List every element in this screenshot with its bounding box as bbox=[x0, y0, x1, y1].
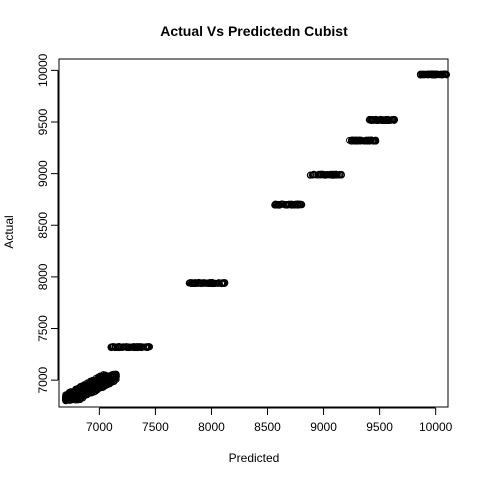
plot-frame bbox=[59, 59, 448, 407]
x-tick-label: 9000 bbox=[310, 420, 337, 434]
y-tick-label: 9500 bbox=[36, 108, 50, 135]
x-tick-label: 10000 bbox=[419, 420, 453, 434]
x-tick-label: 9500 bbox=[366, 420, 393, 434]
y-tick-label: 8500 bbox=[36, 212, 50, 239]
x-axis-label: Predicted bbox=[229, 451, 280, 465]
y-tick-label: 9000 bbox=[36, 160, 50, 187]
y-tick-label: 7500 bbox=[36, 315, 50, 342]
x-tick-label: 7000 bbox=[86, 420, 113, 434]
chart-title: Actual Vs Predictedn Cubist bbox=[160, 23, 348, 39]
x-axis: 7000 7500 8000 8500 9000 9500 10000 bbox=[86, 408, 453, 434]
x-tick-label: 7500 bbox=[142, 420, 169, 434]
x-tick-label: 8000 bbox=[198, 420, 225, 434]
y-axis-label: Actual bbox=[2, 215, 16, 248]
data-points bbox=[63, 71, 450, 404]
y-axis: 7000 7500 8000 8500 9000 9500 10000 bbox=[36, 53, 58, 393]
y-tick-label: 10000 bbox=[36, 53, 50, 87]
y-tick-label: 8000 bbox=[36, 263, 50, 290]
x-tick-label: 8500 bbox=[254, 420, 281, 434]
y-tick-label: 7000 bbox=[36, 366, 50, 393]
